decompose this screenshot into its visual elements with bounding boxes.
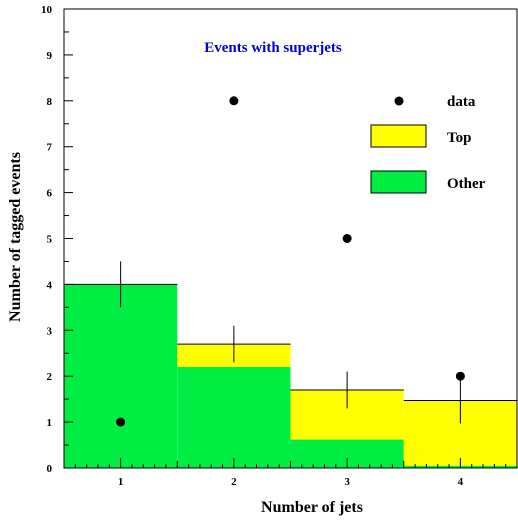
legend: data Top Other	[370, 94, 486, 194]
y-tick-label: 10	[41, 4, 53, 16]
y-axis-label: Number of tagged events	[7, 152, 24, 322]
y-tick-label: 5	[47, 234, 53, 246]
histogram-bar-other	[64, 284, 178, 468]
x-tick-label: 1	[118, 476, 124, 488]
y-tick-label: 1	[47, 417, 53, 429]
x-tick-label: 2	[231, 476, 237, 488]
y-tick-label: 0	[47, 463, 53, 475]
y-tick-label: 9	[47, 50, 53, 62]
y-tick-label: 6	[47, 188, 53, 200]
data-point	[455, 371, 465, 381]
error-bar-layer	[120, 261, 461, 424]
y-tick-label: 2	[47, 371, 53, 383]
histogram-layer	[64, 283, 517, 468]
y-tick-label: 7	[47, 142, 53, 154]
y-tick-label: 4	[47, 279, 53, 291]
axis-ticks: 0 1 2 3 4 5 6 7 8 9 10 1 2 3 4	[41, 4, 518, 488]
y-tick-label: 8	[47, 96, 53, 108]
x-tick-label: 3	[344, 476, 350, 488]
data-point	[116, 417, 126, 427]
data-point	[229, 96, 239, 106]
legend-marker-data	[394, 96, 404, 106]
x-tick-label: 4	[458, 476, 464, 488]
y-tick-label: 3	[47, 325, 53, 337]
legend-label-other: Other	[447, 176, 486, 192]
x-axis-label: Number of jets	[261, 499, 363, 516]
legend-label-data: data	[447, 94, 476, 110]
chart-title: Events with superjets	[204, 40, 342, 56]
legend-label-top: Top	[447, 130, 471, 146]
histogram-bar-other	[177, 367, 291, 468]
data-point	[342, 234, 352, 243]
legend-swatch-other	[370, 170, 427, 194]
data-point-layer	[116, 96, 465, 427]
legend-swatch-top	[370, 124, 427, 148]
